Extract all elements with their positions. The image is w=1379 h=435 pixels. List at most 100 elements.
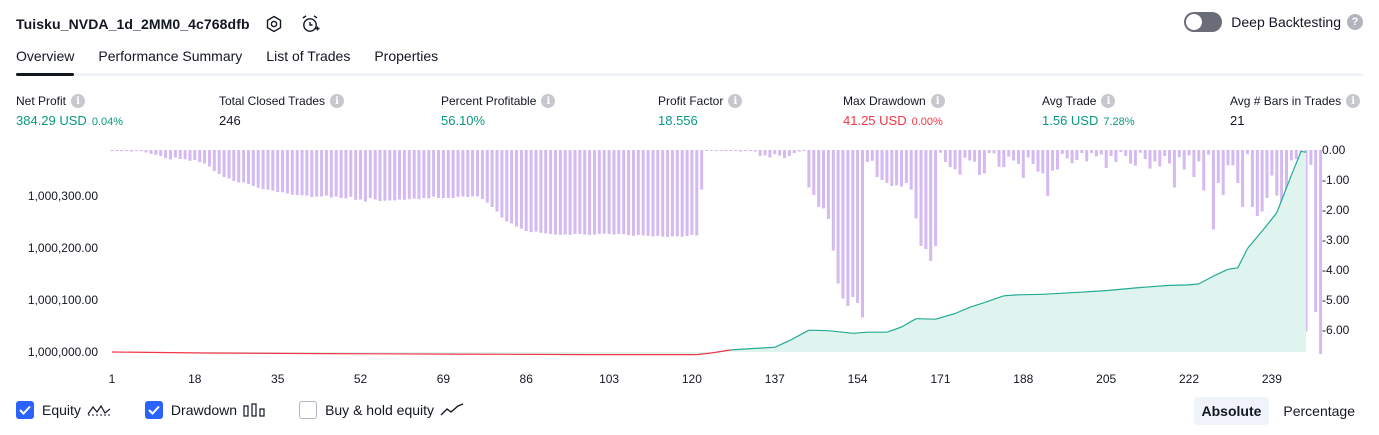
- drawdown-bar: [1012, 150, 1016, 161]
- drawdown-bar: [612, 150, 616, 235]
- drawdown-bar: [1109, 150, 1113, 156]
- drawdown-bar: [870, 150, 874, 161]
- drawdown-bar: [661, 150, 665, 237]
- legend-equity[interactable]: Equity: [16, 401, 111, 419]
- left-axis-tick-label: 1,000,000.00: [28, 345, 98, 359]
- drawdown-bar: [685, 150, 689, 237]
- deep-backtesting-toggle[interactable]: [1184, 12, 1223, 32]
- metric-percent: 7.28%: [1103, 116, 1135, 128]
- drawdown-bar: [437, 150, 440, 198]
- equity-line-segment: [730, 347, 756, 351]
- strategy-title: Tuisku_NVDA_1d_2MM0_4c768dfb: [16, 16, 250, 32]
- equity-checkbox[interactable]: [16, 401, 34, 419]
- metric-profit-factor: Profit Factor i 18.556: [658, 94, 743, 128]
- drawdown-bar: [222, 150, 226, 177]
- percentage-button[interactable]: Percentage: [1283, 403, 1355, 419]
- metric-value: 21: [1230, 113, 1245, 128]
- tab-list-of-trades[interactable]: List of Trades: [266, 48, 351, 64]
- drawdown-bar: [169, 150, 172, 160]
- info-icon[interactable]: i: [541, 94, 556, 108]
- drawdown-bar: [1148, 150, 1152, 169]
- help-icon[interactable]: ?: [1347, 14, 1363, 30]
- right-axis-tick-label: -3.00: [1322, 233, 1350, 247]
- info-icon[interactable]: i: [728, 94, 743, 108]
- drawdown-bar: [1182, 150, 1186, 170]
- drawdown-bar: [1270, 150, 1274, 176]
- drawdown-bar: [602, 150, 606, 234]
- drawdown-bar: [1197, 150, 1201, 162]
- drawdown-bars-icon: [243, 403, 265, 417]
- right-axis-tick-label: -5.00: [1322, 293, 1350, 307]
- drawdown-bar: [315, 150, 319, 197]
- legend-buy-hold-label: Buy & hold equity: [325, 402, 435, 418]
- legend-buy-hold[interactable]: Buy & hold equity: [299, 401, 464, 419]
- absolute-button[interactable]: Absolute: [1193, 397, 1270, 425]
- metric-label: Avg # Bars in Trades: [1230, 94, 1342, 108]
- drawdown-bar: [666, 150, 670, 237]
- drawdown-bar: [641, 150, 645, 236]
- drawdown-bar: [1236, 150, 1240, 183]
- drawdown-bar: [402, 150, 406, 200]
- right-axis-tick-label: -1.00: [1322, 173, 1350, 187]
- metric-value: 384.29 USD: [16, 113, 87, 128]
- drawdown-checkbox[interactable]: [144, 401, 163, 419]
- buy-hold-checkbox[interactable]: [299, 401, 318, 419]
- drawdown-bar: [1285, 150, 1288, 198]
- tab-overview[interactable]: Overview: [16, 44, 75, 76]
- info-icon[interactable]: i: [71, 94, 86, 108]
- drawdown-bar: [1031, 150, 1035, 165]
- equity-line-segment: [326, 353, 449, 355]
- drawdown-bar: [539, 150, 543, 233]
- settings-icon[interactable]: [262, 12, 286, 36]
- add-alert-icon[interactable]: [298, 12, 322, 36]
- info-icon[interactable]: i: [1346, 94, 1361, 108]
- drawdown-bar: [1231, 150, 1235, 166]
- metric-value: 18.556: [658, 113, 698, 128]
- equity-line-segment: [711, 349, 731, 354]
- drawdown-bar: [797, 150, 801, 152]
- report-header: Tuisku_NVDA_1d_2MM0_4c768dfb: [16, 10, 322, 38]
- drawdown-bar: [1138, 150, 1142, 153]
- drawdown-bar: [1153, 150, 1157, 162]
- drawdown-bar: [281, 150, 285, 193]
- drawdown-bar: [368, 150, 372, 198]
- equity-line-segment: [1237, 248, 1249, 269]
- x-axis-tick-label: 239: [1262, 372, 1282, 386]
- legend-drawdown[interactable]: Drawdown: [144, 401, 265, 419]
- drawdown-bar: [1294, 150, 1298, 159]
- right-axis-tick-label: -6.00: [1322, 323, 1350, 337]
- drawdown-bar: [617, 150, 621, 234]
- drawdown-bar: [924, 150, 928, 249]
- info-icon[interactable]: i: [1101, 94, 1116, 108]
- drawdown-bar: [261, 150, 265, 189]
- drawdown-bar: [656, 150, 660, 236]
- drawdown-bar: [388, 150, 392, 201]
- equity-line-segment: [448, 353, 595, 356]
- drawdown-bar: [1163, 150, 1167, 156]
- drawdown-bar: [1114, 150, 1118, 162]
- equity-line-segment: [755, 346, 775, 349]
- right-axis-tick-label: 0.00: [1322, 143, 1346, 157]
- drawdown-bar: [1104, 150, 1108, 168]
- drawdown-bar: [948, 150, 952, 168]
- left-axis-tick-label: 1,000,200.00: [28, 241, 98, 255]
- equity-line-segment: [774, 340, 790, 348]
- equity-line-segment: [1227, 267, 1238, 270]
- tab-properties[interactable]: Properties: [374, 48, 439, 64]
- drawdown-bar: [432, 150, 436, 197]
- x-axis-tick-label: 1: [109, 372, 116, 386]
- drawdown-bar: [709, 150, 713, 151]
- drawdown-bar: [1216, 150, 1220, 183]
- drawdown-bar: [208, 150, 211, 167]
- drawdown-bar: [1192, 150, 1196, 177]
- info-icon[interactable]: i: [330, 94, 345, 108]
- equity-line-segment: [935, 312, 956, 320]
- tab-performance-summary[interactable]: Performance Summary: [98, 48, 243, 64]
- drawdown-bar: [895, 150, 899, 186]
- equity-line-segment: [1290, 151, 1302, 176]
- equity-drawdown-chart[interactable]: 1,000,000.00 1,000,100.00 1,000,200.00 1,00…: [0, 140, 1379, 390]
- drawdown-bar: [490, 150, 494, 207]
- drawdown-bar: [1129, 150, 1133, 164]
- info-icon[interactable]: i: [930, 94, 945, 108]
- drawdown-bar: [748, 150, 752, 151]
